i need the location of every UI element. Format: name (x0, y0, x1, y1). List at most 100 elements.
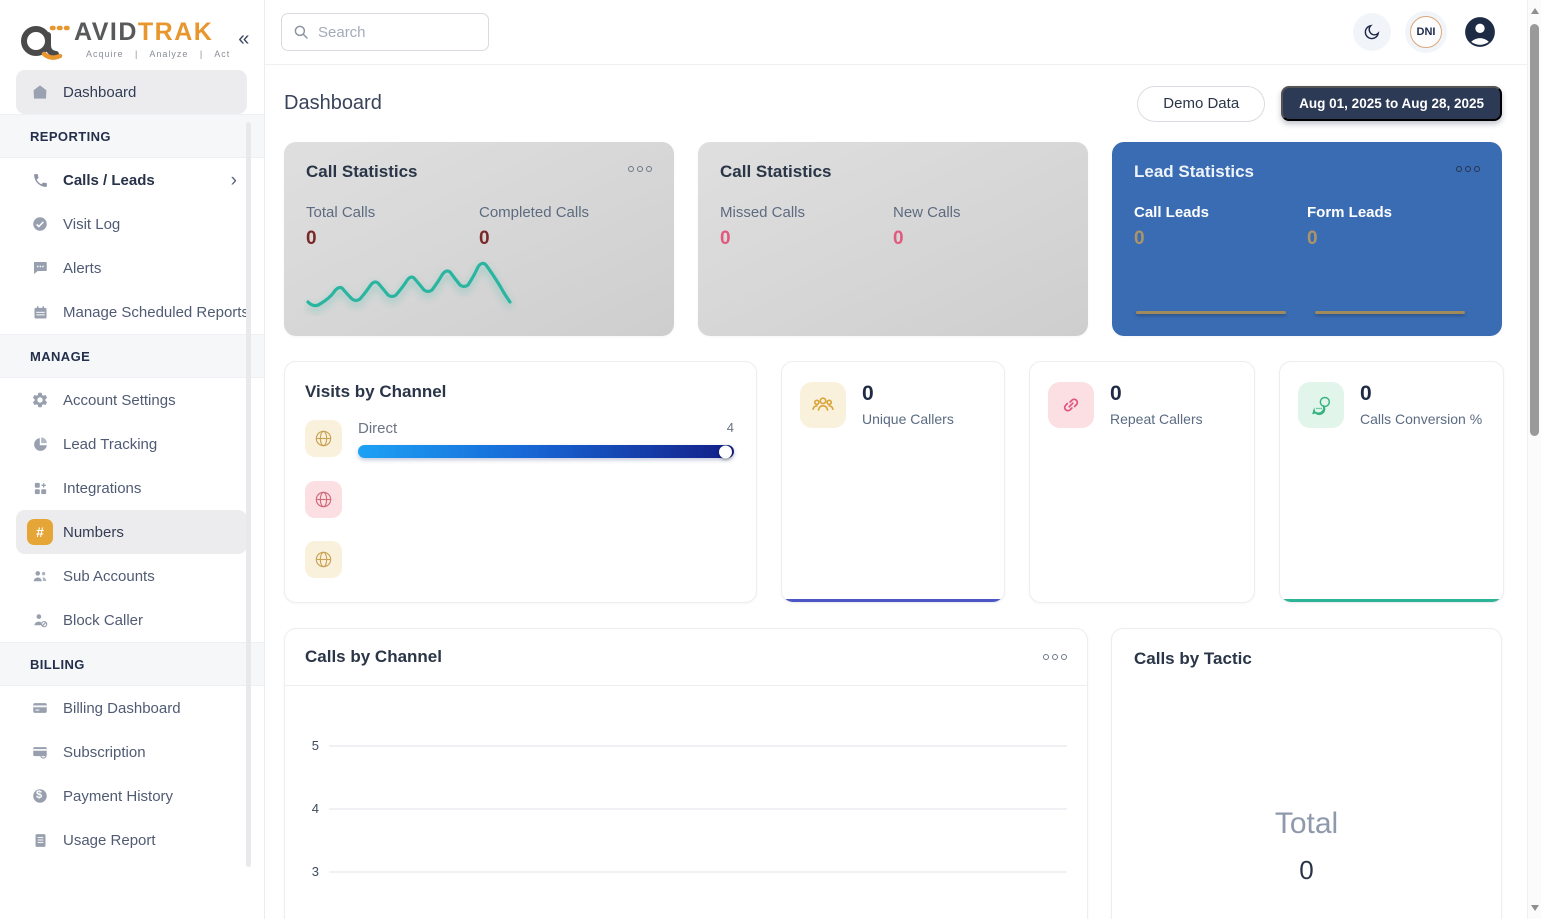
search-box (281, 13, 489, 51)
gridline (329, 744, 1067, 747)
card-menu-icon[interactable] (1043, 654, 1067, 660)
brand-name-secondary: TRAK (137, 17, 214, 46)
dark-mode-button[interactable] (1353, 13, 1391, 51)
donut-total-label: Total (1274, 807, 1339, 840)
scroll-up-button[interactable] (1531, 8, 1539, 14)
dni-button[interactable]: DNI (1405, 11, 1447, 53)
sidebar-item-integrations[interactable]: Integrations (16, 466, 247, 510)
demo-data-button[interactable]: Demo Data (1137, 85, 1266, 122)
brand-tagline: Acquire | Analyze | Act (86, 48, 231, 59)
sidebar-item-label: Lead Tracking (63, 435, 158, 453)
card-menu-icon[interactable] (628, 162, 652, 172)
card-accent-line (782, 599, 1004, 602)
visit-log-icon (30, 214, 50, 234)
stat-value: 0 (1360, 382, 1372, 405)
page-scrollbar (1527, 0, 1541, 919)
sidebar-item-label: Dashboard (63, 83, 137, 101)
stat-value: 0 (306, 228, 317, 249)
section-title: REPORTING (30, 128, 111, 144)
sidebar-item-label: Visit Log (63, 215, 121, 233)
stat-label: Total Calls (306, 204, 376, 221)
sidebar-item-subscription[interactable]: Subscription (16, 730, 247, 774)
sidebar-item-block-caller[interactable]: Block Caller (16, 598, 247, 642)
sidebar-item-billing-dashboard[interactable]: Billing Dashboard (16, 686, 247, 730)
sidebar-item-label: Block Caller (63, 611, 144, 629)
stat-label: Missed Calls (720, 204, 806, 221)
dollar-circle-icon: $ (30, 786, 50, 806)
repeat-callers-card: 0 Repeat Callers (1029, 361, 1255, 603)
calls-by-channel-card: Calls by Channel 5 4 3 (284, 628, 1088, 919)
donut-total-value: 0 (1299, 855, 1314, 885)
stat-label: Completed Calls (479, 204, 590, 221)
card-title: Calls by Tactic (1134, 649, 1252, 668)
sidebar-item-account-settings[interactable]: Account Settings (16, 378, 247, 422)
users-group-icon (800, 382, 846, 428)
section-title: BILLING (30, 656, 85, 672)
card-title: Call Statistics (720, 162, 832, 181)
stat-label: Form Leads (1307, 204, 1393, 221)
sidebar-item-calls-leads[interactable]: Calls / Leads › (16, 158, 247, 202)
block-user-icon (30, 610, 50, 630)
profile-button[interactable] (1461, 13, 1499, 51)
search-icon (292, 23, 310, 41)
chat-alert-icon (30, 258, 50, 278)
channel-progress-bar (358, 445, 734, 458)
card-title: Call Statistics (306, 162, 418, 181)
sidebar-item-payment-history[interactable]: $ Payment History (16, 774, 247, 818)
sidebar-section-reporting: REPORTING (0, 114, 264, 158)
moon-icon (1362, 22, 1382, 42)
page-title: Dashboard (284, 92, 382, 114)
sidebar-item-label: Calls / Leads (63, 171, 155, 189)
sidebar-item-label: Manage Scheduled Reports (63, 303, 249, 321)
sidebar-item-numbers[interactable]: # Numbers (16, 510, 247, 554)
stat-value: 0 (893, 228, 904, 249)
stat-value: 0 (1110, 382, 1122, 405)
pie-chart-icon (30, 434, 50, 454)
calendar-icon (30, 302, 50, 322)
sidebar-item-alerts[interactable]: Alerts (16, 246, 247, 290)
y-axis-tick: 5 (311, 738, 319, 753)
donut-center: Total 0 (1112, 807, 1501, 886)
lead-underline (1314, 311, 1465, 314)
sidebar-item-lead-tracking[interactable]: Lead Tracking (16, 422, 247, 466)
stat-label: Unique Callers (862, 411, 954, 428)
topbar: DNI (265, 0, 1527, 65)
users-icon (30, 566, 50, 586)
sidebar-scrollbar[interactable] (246, 122, 251, 867)
lead-statistics-card: Lead Statistics Call Leads 0 Form Leads … (1112, 142, 1502, 336)
gear-icon (30, 390, 50, 410)
sidebar-collapse-icon[interactable]: « (238, 28, 250, 50)
phone-icon (30, 170, 50, 190)
link-icon (1048, 382, 1094, 428)
stat-label: Repeat Callers (1110, 411, 1203, 428)
sidebar-section-manage: MANAGE (0, 334, 264, 378)
visit-channel-row: Direct 4 (305, 420, 734, 458)
sidebar-item-usage-report[interactable]: Usage Report (16, 818, 247, 862)
sidebar-item-label: Alerts (63, 259, 102, 277)
date-range-button[interactable]: Aug 01, 2025 to Aug 28, 2025 (1281, 86, 1502, 121)
brand-text: AVIDTRAK Acquire | Analyze | Act (74, 17, 231, 59)
sidebar-item-manage-scheduled-reports[interactable]: Manage Scheduled Reports (16, 290, 249, 334)
sidebar-item-sub-accounts[interactable]: Sub Accounts (16, 554, 247, 598)
scrollbar-thumb[interactable] (1530, 24, 1539, 436)
card-title: Visits by Channel (305, 382, 447, 401)
user-avatar-icon (1463, 15, 1497, 49)
sidebar-item-dashboard[interactable]: Dashboard (16, 70, 247, 114)
chevron-right-icon: › (230, 169, 237, 191)
sidebar-item-label: Account Settings (63, 391, 176, 409)
scroll-down-button[interactable] (1531, 905, 1539, 911)
card-title: Lead Statistics (1134, 162, 1254, 181)
sidebar: AVIDTRAK Acquire | Analyze | Act « Dashb… (0, 0, 265, 919)
dni-badge: DNI (1410, 16, 1442, 48)
stat-label: New Calls (893, 204, 961, 221)
stat-value: 0 (720, 228, 731, 249)
card-menu-icon[interactable] (1456, 162, 1480, 172)
stat-label: Calls Conversion % (1360, 411, 1483, 428)
card-title: Calls by Channel (305, 647, 442, 666)
search-input[interactable] (318, 23, 468, 41)
visit-channel-row (305, 541, 734, 578)
integrations-blocks-icon (30, 478, 50, 498)
sidebar-item-visit-log[interactable]: Visit Log (16, 202, 247, 246)
globe-icon (305, 481, 342, 518)
